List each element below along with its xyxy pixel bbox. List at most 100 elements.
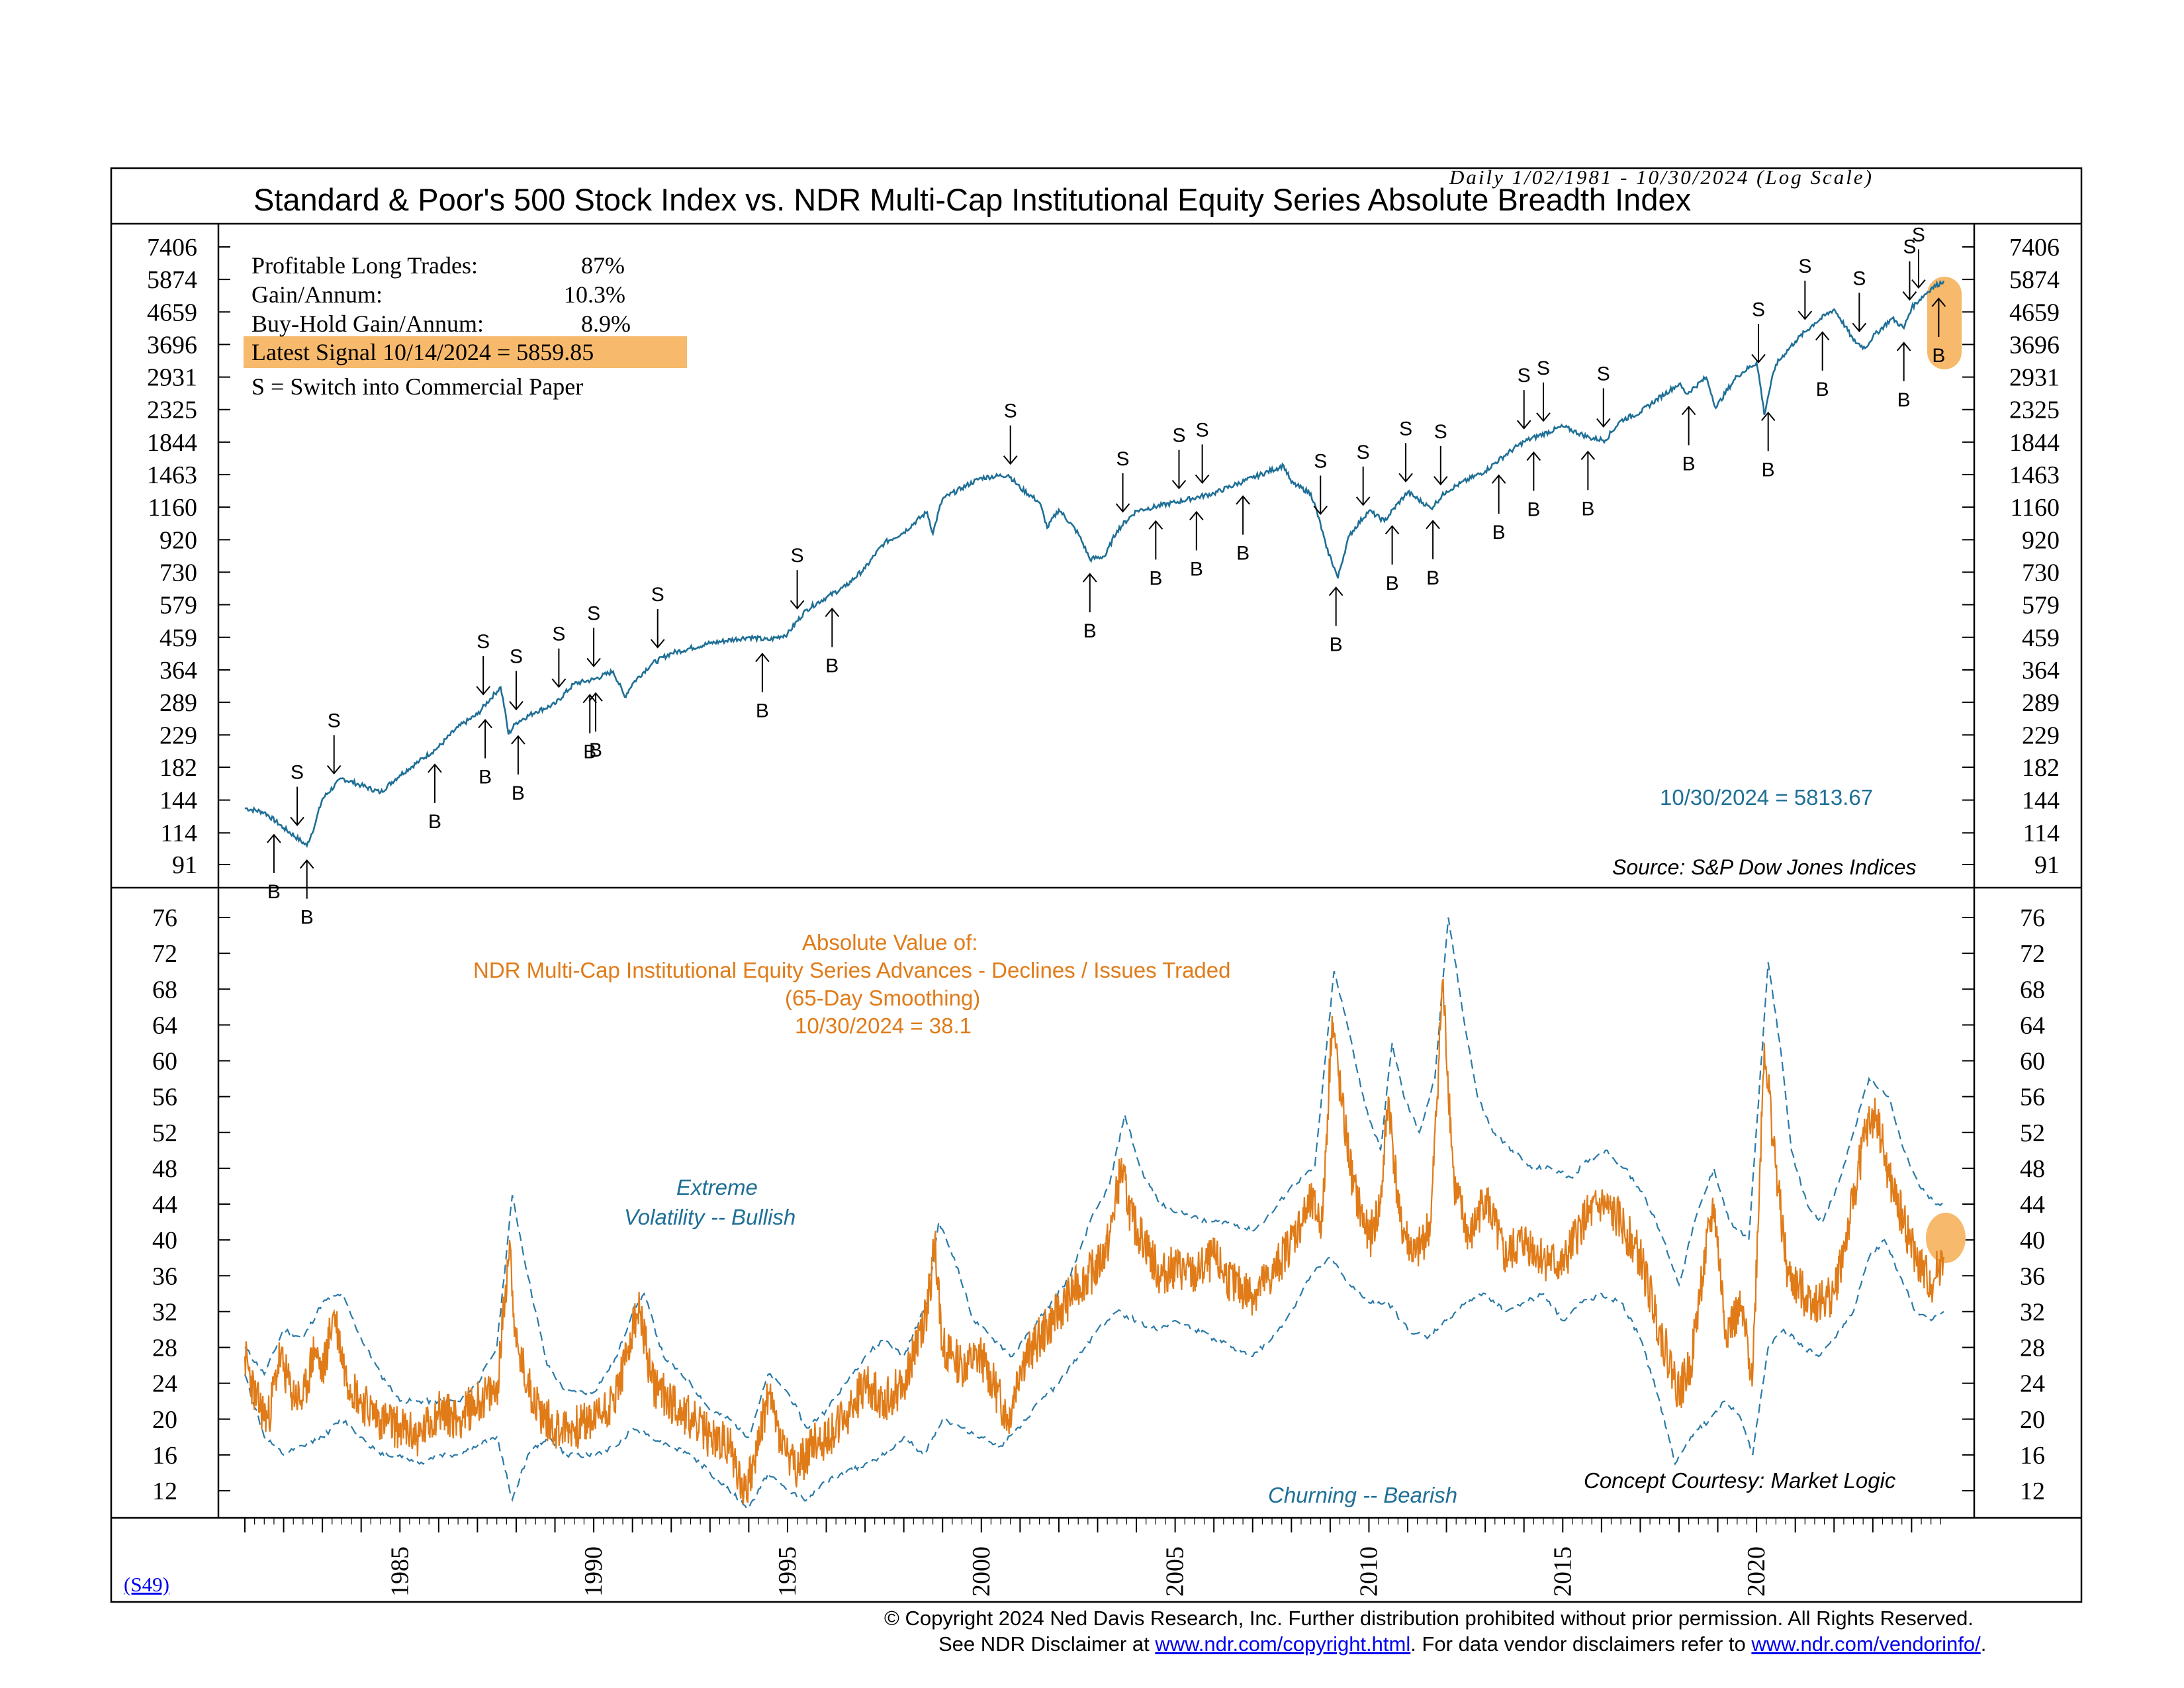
lower-y-label-left: 60	[152, 1048, 177, 1076]
latest-buy-highlight	[1927, 277, 1962, 369]
buy-signal-label: B	[1083, 620, 1097, 642]
buy-arrow-head	[582, 694, 598, 704]
lower-y-label-left: 24	[152, 1370, 177, 1398]
sell-signal-label: S	[1852, 267, 1866, 289]
sell-arrow-head	[1911, 279, 1926, 289]
buy-signal-label: B	[1897, 389, 1911, 411]
buy-arrow-head	[478, 718, 492, 729]
upper-y-label-left: 3696	[147, 331, 197, 359]
lower-y-label-left: 36	[152, 1262, 177, 1290]
disclaimer-suffix: .	[1980, 1632, 1987, 1656]
copyright-link[interactable]: www.ndr.com/copyright.html	[1155, 1632, 1411, 1656]
upper-y-label-left: 182	[159, 754, 197, 782]
lower-y-label-left: 76	[152, 904, 177, 932]
upper-y-label-left: 5874	[147, 266, 197, 294]
sell-arrow-head	[1902, 291, 1917, 301]
lower-y-label-left: 64	[152, 1011, 177, 1039]
sell-signal-label: S	[1597, 363, 1610, 385]
lower-y-label-right: 12	[2020, 1477, 2045, 1505]
profitable-value: 87%	[581, 252, 625, 279]
lower-y-label-right: 68	[2020, 976, 2045, 1004]
sell-signal-label: S	[1434, 421, 1447, 443]
buy-arrow-head	[1760, 411, 1776, 422]
sell-signal-label: S	[1004, 400, 1017, 422]
buy-arrow-head	[1681, 405, 1696, 416]
upper-y-label-right: 229	[2022, 722, 2060, 749]
upper-y-ticks: 91 91 114 114 144 144 182 182 229 229 289 289 364 364…	[147, 234, 2060, 879]
bullish-label-1: Extreme	[676, 1175, 758, 1199]
buy-arrow-head	[1189, 510, 1204, 521]
upper-y-label-right: 2325	[2009, 397, 2060, 424]
latest-signal: Latest Signal 10/14/2024 = 5859.85	[251, 339, 594, 365]
buy-arrow-head	[1236, 495, 1250, 505]
x-ticks: 1985 1990 1995 2000 2005 2010 2015 2020	[244, 1517, 1944, 1597]
lower-y-label-left: 48	[152, 1155, 177, 1183]
buyhold-value: 8.9%	[581, 310, 631, 337]
upper-y-label-right: 920	[2022, 526, 2060, 554]
lower-y-label-right: 40	[2020, 1227, 2045, 1254]
buy-arrow-head	[1580, 450, 1596, 460]
bearish-label: Churning -- Bearish	[1268, 1483, 1458, 1507]
chart-code-link[interactable]: (S49)	[124, 1573, 169, 1596]
sell-arrow-head	[290, 816, 304, 827]
buy-arrow-head	[1491, 474, 1506, 484]
upper-y-label-left: 1160	[148, 494, 197, 522]
sell-arrow-head	[1313, 505, 1328, 516]
source-note: Source: S&P Dow Jones Indices	[1612, 855, 1917, 879]
sell-arrow-head	[1433, 476, 1448, 486]
sell-signal-label: S	[1116, 448, 1130, 470]
latest-breadth-highlight	[1926, 1213, 1966, 1263]
upper-y-label-left: 1463	[147, 461, 197, 489]
x-label: 2020	[1743, 1546, 1770, 1597]
buy-signal-label: B	[1682, 453, 1696, 475]
switch-note: S = Switch into Commercial Paper	[251, 373, 584, 400]
sell-signal-label: S	[791, 545, 804, 567]
breadth-series	[244, 978, 1945, 1505]
lower-y-label-right: 16	[2020, 1442, 2045, 1470]
lower-y-label-left: 56	[152, 1084, 177, 1111]
buy-signal-label: B	[428, 811, 441, 833]
upper-y-label-right: 91	[2034, 851, 2060, 879]
buy-signal-label: B	[478, 767, 492, 788]
disclaimer-middle: . For data vendor disclaimers refer to	[1410, 1632, 1752, 1656]
sell-signal-label: S	[291, 762, 304, 784]
buy-signal-label: B	[1330, 634, 1343, 656]
x-label: 1990	[580, 1546, 608, 1597]
buy-signal-label: B	[1581, 498, 1594, 520]
x-label: 1995	[774, 1546, 801, 1597]
upper-y-label-left: 364	[159, 657, 197, 684]
buy-signal-label: B	[1816, 379, 1829, 400]
upper-y-label-right: 2931	[2009, 364, 2060, 392]
upper-y-label-right: 7406	[2009, 234, 2060, 261]
upper-y-label-left: 4659	[147, 299, 197, 326]
buy-arrow-head	[511, 735, 525, 745]
gain-label: Gain/Annum:	[251, 281, 383, 308]
lower-y-label-left: 12	[152, 1477, 177, 1505]
lower-y-label-right: 24	[2020, 1370, 2045, 1398]
concept-note: Concept Courtesy: Market Logic	[1584, 1468, 1896, 1493]
breadth-caption-3: (65-Day Smoothing)	[785, 986, 981, 1010]
sell-arrow-head	[551, 679, 567, 688]
buy-arrow-head	[1896, 342, 1911, 352]
date-range: Daily 1/02/1981 - 10/30/2024 (Log Scale)	[1449, 165, 1874, 189]
upper-y-label-right: 1844	[2009, 429, 2060, 457]
buy-arrow-head	[1385, 525, 1400, 535]
upper-y-label-right: 5874	[2009, 266, 2060, 294]
disclaimer-line: See NDR Disclaimer at www.ndr.com/copyri…	[938, 1632, 1986, 1656]
vendor-link[interactable]: www.ndr.com/vendorinfo/	[1751, 1632, 1981, 1656]
lower-y-label-right: 32	[2020, 1298, 2045, 1326]
buy-arrow-head	[267, 833, 281, 843]
sell-arrow-head	[1115, 503, 1130, 513]
buy-signal-label: B	[1762, 459, 1775, 481]
sell-signal-label: S	[1357, 442, 1370, 463]
buy-arrow-head	[1148, 520, 1163, 530]
upper-y-label-right: 364	[2022, 657, 2060, 684]
lower-y-label-left: 72	[152, 940, 177, 968]
upper-y-label-right: 579	[2022, 592, 2060, 620]
profitable-label: Profitable Long Trades:	[251, 252, 478, 279]
page-title: Standard & Poor's 500 Stock Index vs. ND…	[253, 182, 1692, 217]
lower-y-ticks: 12 12 16 16 20 20 24 24 28 28 32 32 36 36 40 40 44 44 48 48…	[152, 904, 2045, 1505]
lower-y-label-left: 40	[152, 1227, 177, 1254]
